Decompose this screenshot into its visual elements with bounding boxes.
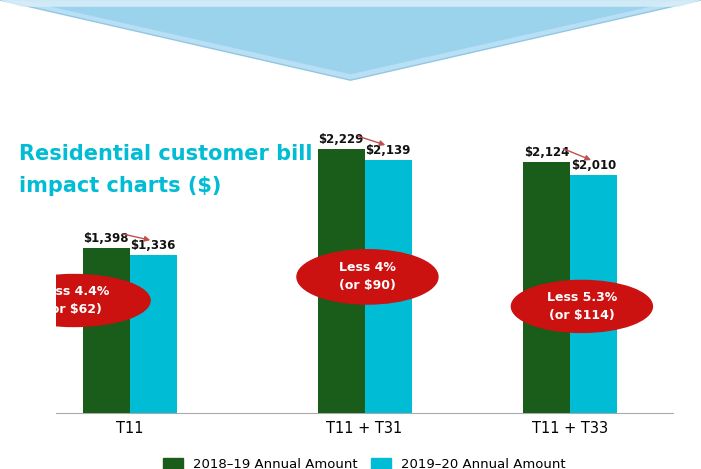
- Text: Less 5.3%
(or $114): Less 5.3% (or $114): [547, 291, 617, 322]
- Text: $2,229: $2,229: [318, 134, 364, 146]
- Polygon shape: [0, 0, 701, 80]
- Text: Less 4%
(or $90): Less 4% (or $90): [339, 261, 396, 292]
- Text: Residential customer bill: Residential customer bill: [19, 144, 313, 164]
- Polygon shape: [0, 0, 701, 7]
- Text: $2,010: $2,010: [571, 159, 616, 172]
- Bar: [318, 150, 365, 413]
- Text: $2,124: $2,124: [524, 146, 569, 159]
- Bar: [130, 255, 177, 413]
- Text: $2,139: $2,139: [365, 144, 411, 157]
- Bar: [523, 162, 570, 413]
- Text: $1,336: $1,336: [130, 239, 176, 252]
- Polygon shape: [21, 0, 680, 74]
- Bar: [83, 248, 130, 413]
- Ellipse shape: [512, 280, 653, 333]
- Ellipse shape: [297, 250, 438, 304]
- Bar: [570, 175, 617, 413]
- Text: Less 4.4%
(or $62): Less 4.4% (or $62): [39, 285, 109, 316]
- Text: $1,398: $1,398: [83, 232, 129, 245]
- Text: impact charts ($): impact charts ($): [19, 176, 222, 196]
- Ellipse shape: [0, 274, 150, 326]
- Legend: 2018–19 Annual Amount, 2019–20 Annual Amount: 2018–19 Annual Amount, 2019–20 Annual Am…: [158, 452, 571, 469]
- Bar: [365, 160, 411, 413]
